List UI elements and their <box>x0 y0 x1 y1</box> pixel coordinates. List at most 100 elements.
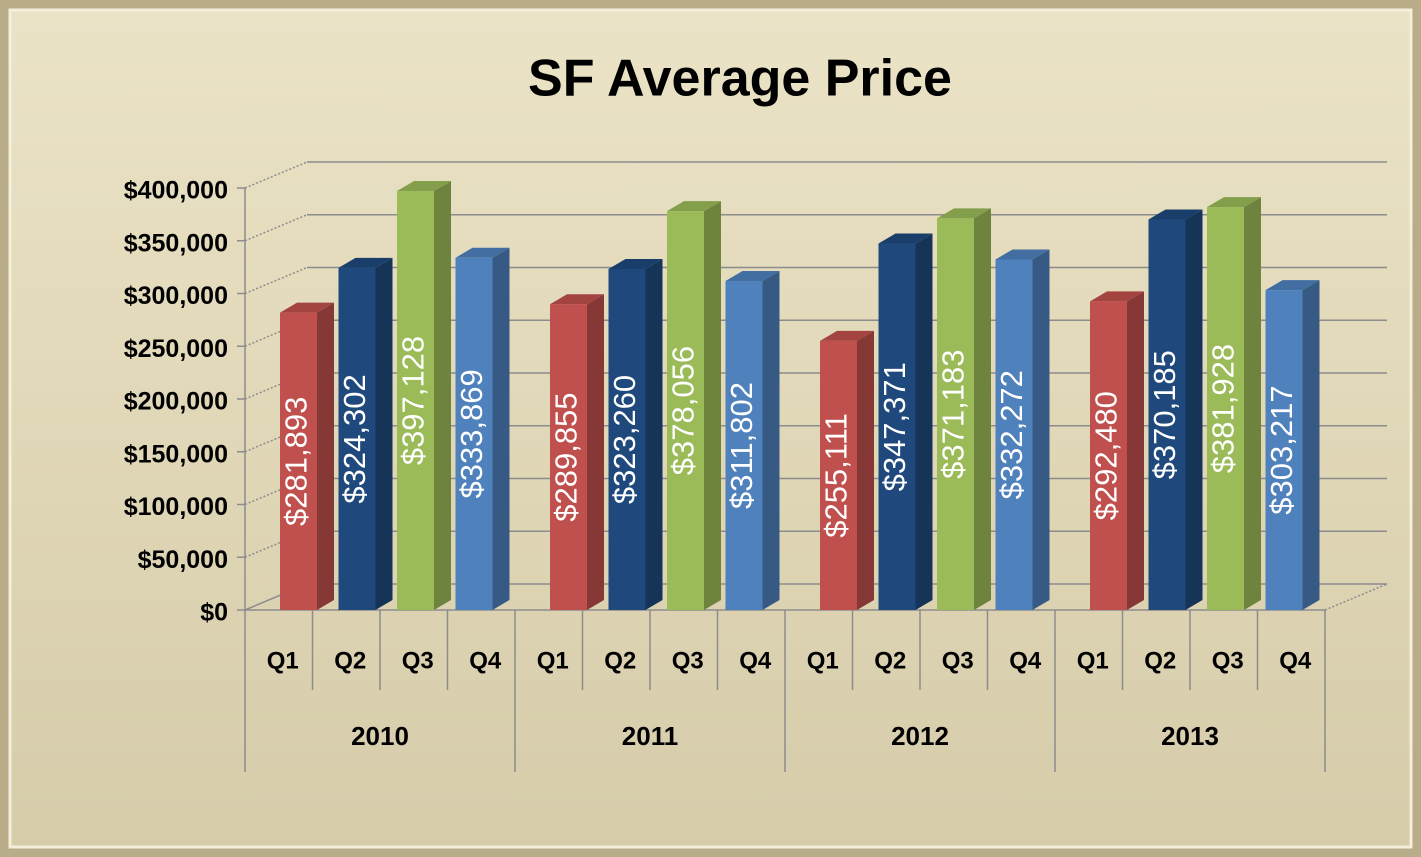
chart-title: SF Average Price <box>528 50 952 108</box>
bar <box>1265 290 1303 610</box>
bar <box>725 281 763 610</box>
bar-top <box>1090 291 1144 302</box>
x-tick-label: Q3 <box>672 647 704 674</box>
bar-side <box>704 201 721 610</box>
bar-top <box>338 257 393 268</box>
x-tick-label: Q2 <box>334 647 366 674</box>
side-grid-line <box>244 161 308 189</box>
data-label: $255,111 <box>819 413 854 538</box>
data-label: $378,056 <box>666 346 701 475</box>
bar-side <box>375 257 393 610</box>
x-tick-label: Q1 <box>267 647 299 674</box>
bar <box>338 267 376 610</box>
bar <box>1207 207 1244 610</box>
y-tick-label: $300,000 <box>124 282 228 310</box>
bar <box>1148 219 1186 610</box>
x-tick-label: Q3 <box>1212 647 1244 674</box>
y-tick-label: $150,000 <box>124 440 228 468</box>
bar-top <box>995 249 1050 260</box>
x-tick-label: Q2 <box>874 647 906 674</box>
bar-top <box>280 302 334 313</box>
data-label: $311,802 <box>724 382 759 509</box>
side-grid-line <box>244 266 308 295</box>
bar-top <box>455 247 510 258</box>
bar <box>820 340 857 610</box>
bar-side <box>317 302 334 610</box>
data-label: $281,893 <box>279 397 314 526</box>
bar-top <box>1265 280 1320 291</box>
bar <box>995 259 1033 610</box>
data-label: $370,185 <box>1147 350 1182 479</box>
data-label: $289,855 <box>549 392 584 521</box>
bar-top <box>397 181 451 192</box>
x-group-label: 2012 <box>891 721 949 751</box>
bar-top <box>937 208 991 219</box>
y-tick-label: $350,000 <box>124 229 228 257</box>
bar-top <box>725 271 780 282</box>
y-tick-label: $400,000 <box>124 177 228 205</box>
x-group-label: 2010 <box>351 721 409 751</box>
bar-side <box>645 258 663 610</box>
bar-side <box>915 233 933 610</box>
bar <box>550 304 587 610</box>
bar <box>608 268 646 610</box>
data-label: $347,371 <box>877 362 912 491</box>
x-tick-label: Q1 <box>537 647 569 674</box>
x-tick-label: Q2 <box>604 647 636 674</box>
bar-top <box>550 294 604 305</box>
side-grid-line <box>244 214 308 242</box>
data-label: $323,260 <box>607 375 642 504</box>
data-label: $303,217 <box>1264 385 1299 514</box>
bar-top <box>608 258 663 269</box>
x-tick-label: Q1 <box>1077 647 1109 674</box>
x-tick-label: Q1 <box>807 647 839 674</box>
bar <box>397 191 434 610</box>
x-tick-label: Q4 <box>739 647 772 674</box>
x-tick-label: Q4 <box>469 647 502 674</box>
bar-top <box>1207 197 1261 208</box>
bar-top <box>1148 209 1203 220</box>
bar-side <box>587 294 604 610</box>
floor-edge <box>1324 583 1388 611</box>
bar-top <box>878 233 933 244</box>
bar <box>280 312 317 610</box>
x-tick-label: Q3 <box>942 647 974 674</box>
bar-side <box>492 247 510 611</box>
data-label: $332,272 <box>994 370 1029 499</box>
bar <box>1090 301 1127 610</box>
bar-side <box>857 330 874 610</box>
bar <box>878 243 916 610</box>
x-group-label: 2011 <box>622 721 678 751</box>
bar <box>667 211 704 610</box>
data-label: $324,302 <box>337 374 372 503</box>
x-group-label: 2013 <box>1161 721 1219 751</box>
data-label: $292,480 <box>1089 391 1124 520</box>
y-tick-label: $50,000 <box>138 546 228 574</box>
x-tick-label: Q4 <box>1009 647 1042 674</box>
bar-side <box>974 208 991 611</box>
x-tick-label: Q4 <box>1279 647 1312 674</box>
bar-side <box>1032 249 1050 610</box>
data-label: $333,869 <box>454 369 489 498</box>
bar-top <box>820 330 874 341</box>
bar <box>455 257 493 610</box>
y-tick-label: $200,000 <box>124 388 228 416</box>
bar-side <box>762 271 780 610</box>
y-tick-label: $100,000 <box>124 493 228 521</box>
x-tick-label: Q2 <box>1144 647 1176 674</box>
data-label: $381,928 <box>1206 344 1241 473</box>
x-tick-label: Q3 <box>402 647 434 674</box>
bar <box>937 218 974 611</box>
y-tick-label: $0 <box>200 599 228 627</box>
bar-side <box>434 181 451 610</box>
data-label: $371,183 <box>936 350 971 479</box>
bar-side <box>1302 280 1320 610</box>
bar-side <box>1244 197 1261 610</box>
y-tick-label: $250,000 <box>124 335 228 363</box>
bar-side <box>1185 209 1203 610</box>
bar-top <box>667 201 721 212</box>
bar-side <box>1127 291 1144 610</box>
data-label: $397,128 <box>396 336 431 465</box>
